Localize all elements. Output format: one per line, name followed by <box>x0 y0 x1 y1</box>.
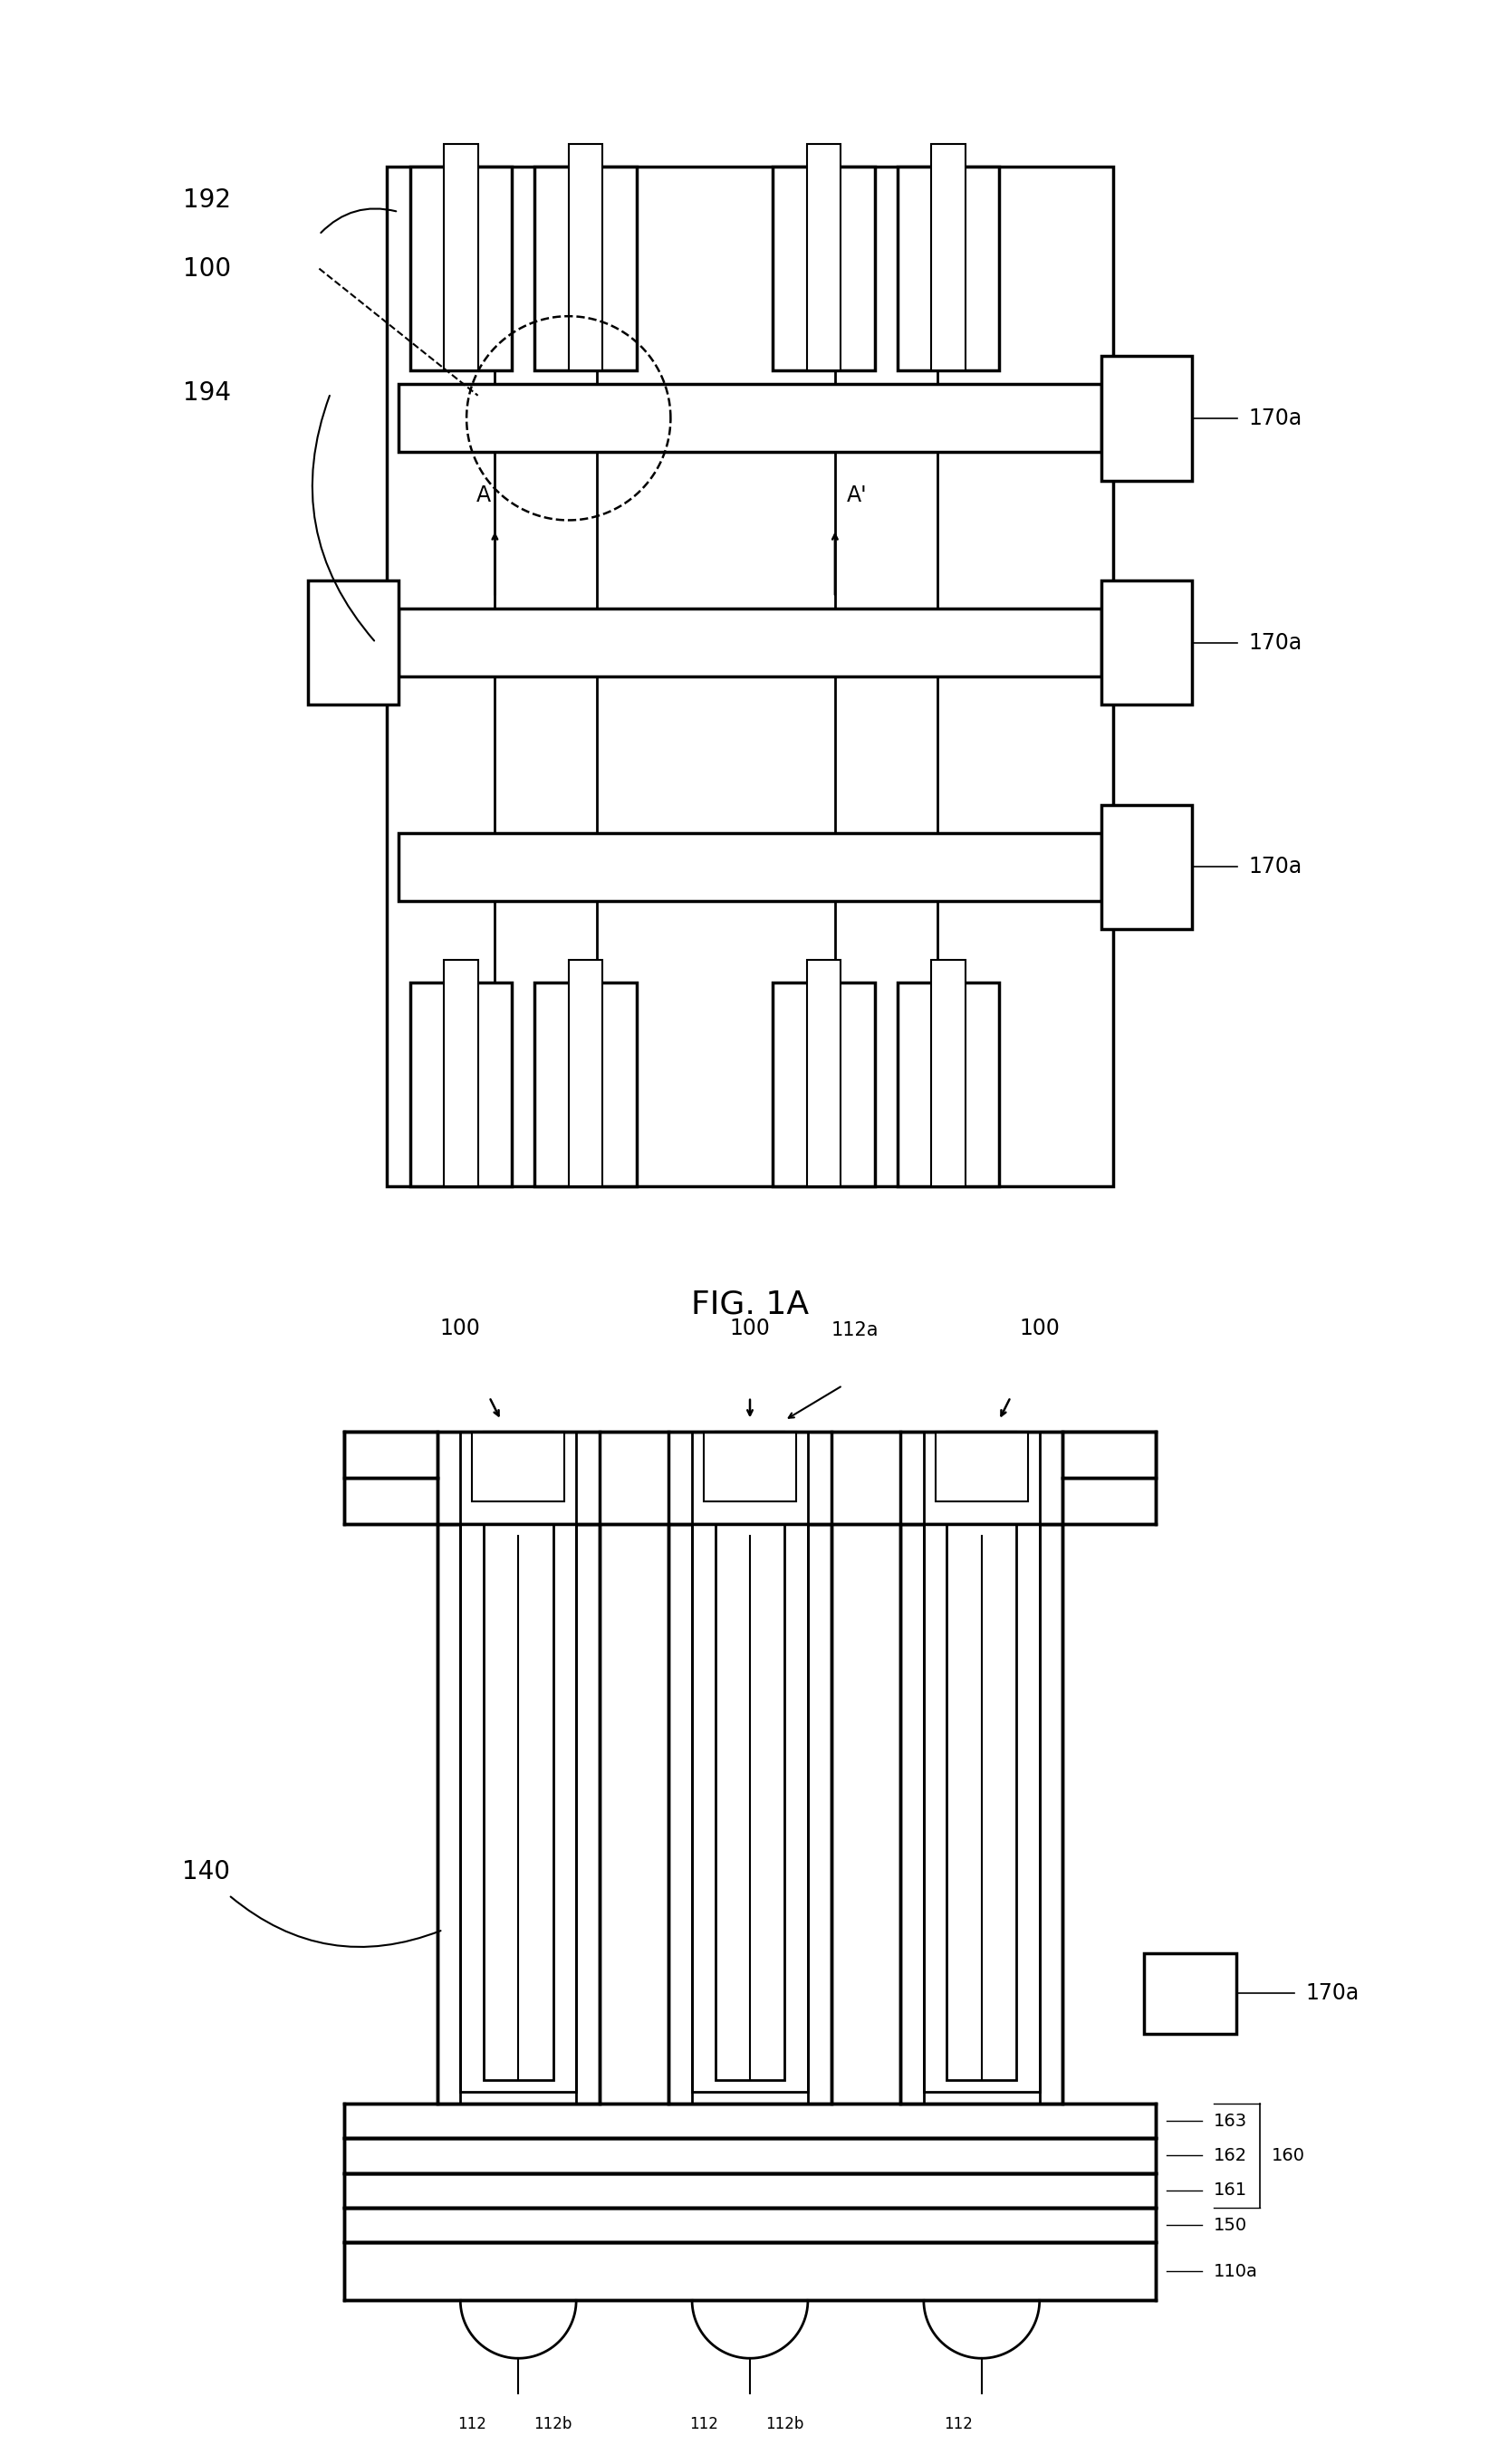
Text: 112: 112 <box>688 2417 718 2432</box>
Text: 100: 100 <box>439 1318 480 1340</box>
Text: 112: 112 <box>457 2417 486 2432</box>
Bar <box>1100 806 1192 929</box>
Bar <box>1063 1432 1154 1478</box>
Bar <box>568 961 603 1188</box>
Text: 100: 100 <box>729 1318 770 1340</box>
Text: 160: 160 <box>1271 2146 1304 2163</box>
Bar <box>534 168 636 370</box>
Bar <box>399 384 1100 453</box>
Text: 100: 100 <box>1019 1318 1060 1340</box>
Text: 194: 194 <box>183 379 231 407</box>
Bar <box>946 1525 1016 2080</box>
Bar <box>387 168 1112 1188</box>
Bar <box>436 1525 600 2104</box>
Text: 112b: 112b <box>764 2417 803 2432</box>
Text: 161: 161 <box>1213 2181 1246 2198</box>
Bar <box>931 961 965 1188</box>
Text: 170a: 170a <box>1249 855 1301 877</box>
Bar <box>1100 582 1192 705</box>
Text: 192: 192 <box>183 187 231 214</box>
Bar <box>772 983 874 1188</box>
Bar <box>307 582 399 705</box>
Text: 112a: 112a <box>830 1321 878 1340</box>
Bar <box>703 1432 796 1501</box>
Text: 170a: 170a <box>1249 631 1301 653</box>
Bar <box>345 1432 436 1478</box>
Bar <box>345 2173 1154 2208</box>
Bar <box>345 2104 1154 2139</box>
Bar <box>399 609 1100 678</box>
Bar <box>483 1525 553 2080</box>
Bar <box>923 1525 1039 2092</box>
Bar <box>568 143 603 370</box>
Bar <box>896 983 998 1188</box>
Text: 112b: 112b <box>534 2417 573 2432</box>
Text: 110a: 110a <box>1213 2262 1256 2279</box>
Bar <box>345 2139 1154 2173</box>
Text: 163: 163 <box>1213 2112 1246 2129</box>
Bar <box>669 1525 830 2104</box>
Bar <box>534 983 636 1188</box>
Text: 162: 162 <box>1213 2146 1246 2163</box>
Bar <box>899 1525 1063 2104</box>
Bar <box>691 1525 808 2092</box>
Text: 112: 112 <box>943 2417 973 2432</box>
Bar <box>409 983 511 1188</box>
Bar <box>896 168 998 370</box>
Text: 170a: 170a <box>1306 1984 1358 2003</box>
Bar <box>1144 1954 1235 2035</box>
Bar <box>715 1525 784 2080</box>
Bar <box>345 2208 1154 2242</box>
Text: 170a: 170a <box>1249 407 1301 429</box>
Bar <box>772 168 874 370</box>
Bar <box>935 1432 1027 1501</box>
Text: 100: 100 <box>183 256 231 281</box>
Bar <box>806 961 839 1188</box>
Text: 150: 150 <box>1213 2218 1246 2235</box>
Bar <box>399 833 1100 902</box>
Bar <box>460 1525 576 2092</box>
Bar <box>345 2242 1154 2301</box>
Bar <box>409 168 511 370</box>
Bar <box>442 1895 478 1964</box>
Bar <box>444 961 478 1188</box>
Bar <box>1100 355 1192 480</box>
Bar <box>444 143 478 370</box>
Text: FIG. 1A: FIG. 1A <box>691 1289 808 1318</box>
Bar <box>472 1432 564 1501</box>
Bar <box>345 1432 1154 1525</box>
Text: A: A <box>477 485 490 508</box>
Text: A': A' <box>845 485 866 508</box>
Bar <box>806 143 839 370</box>
Text: 140: 140 <box>183 1860 231 1885</box>
Bar <box>931 143 965 370</box>
